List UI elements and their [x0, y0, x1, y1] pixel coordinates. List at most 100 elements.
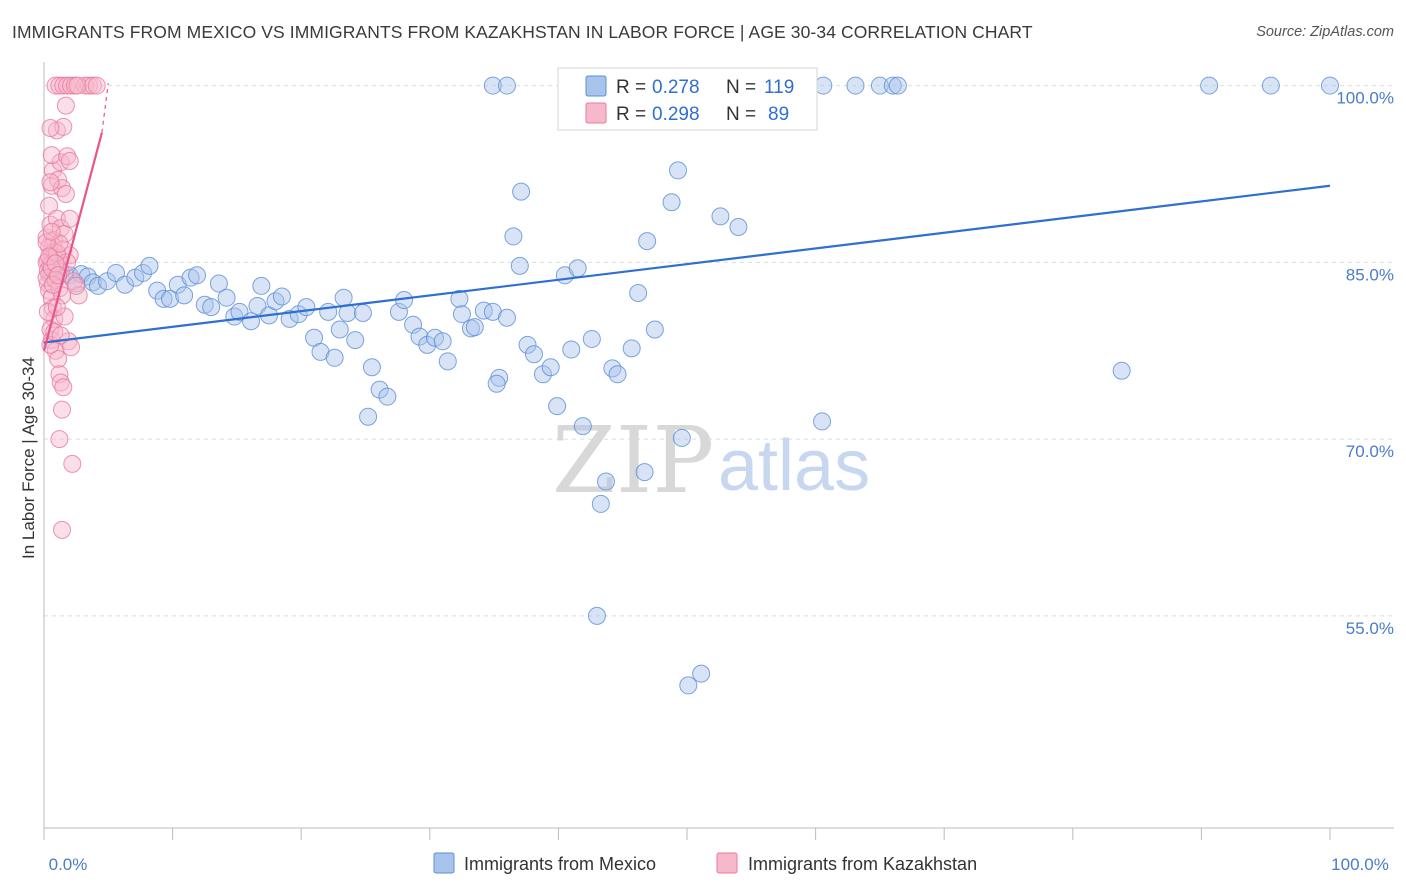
mexico-point [297, 298, 316, 317]
mexico-point [433, 332, 452, 351]
series-mexico-points [41, 76, 1339, 695]
mexico-point [582, 329, 601, 348]
kazakhstan-point [42, 146, 61, 165]
mexico-point [359, 407, 378, 426]
mexico-point [679, 676, 698, 695]
legend-bottom-label-mexico: Immigrants from Mexico [464, 854, 656, 874]
kazakhstan-point [58, 147, 77, 166]
legend-bottom-swatch-mexico [433, 852, 455, 874]
mexico-point [89, 276, 108, 295]
kazakhstan-point [42, 222, 61, 241]
mexico-point [668, 161, 687, 180]
legend-r-label: R = [616, 104, 646, 125]
legend-r-value: 0.278 [652, 77, 700, 98]
mexico-point [504, 227, 523, 246]
mexico-point [692, 664, 711, 683]
mexico-point [175, 286, 194, 305]
mexico-point [325, 348, 344, 367]
y-tick-label: 85.0% [1346, 265, 1394, 284]
mexico-point [188, 266, 207, 285]
kazakhstan-point [49, 349, 68, 368]
mexico-point [1261, 76, 1280, 95]
kazakhstan-point [58, 76, 77, 95]
kazakhstan-point [56, 96, 75, 115]
mexico-point [280, 309, 299, 328]
watermark: ZIP atlas [552, 407, 870, 514]
legend-n-value: 89 [768, 104, 789, 125]
mexico-point [252, 276, 271, 295]
kazakhstan-point [53, 400, 72, 419]
mexico-trend-line [43, 184, 1331, 344]
mexico-point [209, 274, 228, 293]
watermark-atlas: atlas [718, 426, 870, 506]
mexico-point [608, 365, 627, 384]
tick-labels: 55.0% 70.0% 85.0% 100.0% 0.0% 100.0% [49, 89, 1394, 874]
legend-r-label: R = [616, 77, 646, 98]
kazakhstan-point [56, 184, 75, 203]
mexico-point [573, 417, 592, 436]
mexico-point [629, 283, 648, 302]
mexico-point [497, 308, 516, 327]
kazakhstan-point [55, 307, 74, 326]
mexico-point [334, 288, 353, 307]
kazakhstan-point [54, 378, 73, 397]
kazakhstan-point [50, 430, 69, 449]
mexico-point [512, 182, 531, 201]
mexico-point [533, 365, 552, 384]
mexico-point [1112, 361, 1131, 380]
mexico-point [140, 256, 159, 275]
mexico-point [370, 380, 389, 399]
kazakhstan-point [68, 76, 87, 95]
mexico-point [134, 263, 153, 282]
mexico-point [465, 318, 484, 337]
kazakhstan-point [54, 117, 73, 136]
kazakhstan-point [40, 247, 59, 266]
kazakhstan-point [37, 233, 56, 252]
kazakhstan-point [87, 76, 106, 95]
mexico-point [562, 340, 581, 359]
mexico-point [603, 359, 622, 378]
mexico-point [548, 397, 567, 416]
kazakhstan-point [41, 173, 60, 192]
mexico-point [622, 339, 641, 358]
mexico-point [662, 193, 681, 212]
mexico-point [450, 289, 469, 308]
watermark-zip: ZIP [552, 407, 714, 514]
mexico-point [541, 358, 560, 377]
series-kazakhstan-points [37, 76, 106, 539]
mexico-point [242, 312, 261, 331]
mexico-point [587, 606, 606, 625]
mexico-point [635, 463, 654, 482]
mexico-point [638, 232, 657, 251]
mexico-point [404, 315, 423, 334]
mexico-point [870, 76, 889, 95]
mexico-point [487, 374, 506, 393]
mexico-point [319, 302, 338, 321]
legend-swatch-mexico [585, 75, 607, 97]
y-tick-label: 55.0% [1346, 619, 1394, 638]
legend-bottom-swatch-kazakhstan [716, 852, 738, 874]
mexico-point [524, 345, 543, 364]
legend-n-value: 119 [764, 77, 794, 98]
mexico-point [711, 207, 730, 226]
mexico-point [888, 76, 907, 95]
kazakhstan-point [62, 76, 81, 95]
mexico-point [389, 302, 408, 321]
mexico-point [596, 472, 615, 491]
mexico-point [438, 352, 457, 371]
mexico-point [1200, 76, 1219, 95]
mexico-point [378, 387, 397, 406]
legend-bottom-label-kazakhstan: Immigrants from Kazakhstan [748, 854, 977, 874]
legend-top: R = 0.278 N = 119 R = 0.298 N = 89 [557, 67, 818, 131]
mexico-point [452, 305, 471, 324]
kazakhstan-point [51, 373, 70, 392]
mexico-point [510, 256, 529, 275]
mexico-point [346, 331, 365, 350]
legend-n-label: N = [726, 77, 756, 98]
trend-lines [42, 83, 1331, 352]
mexico-point [362, 358, 381, 377]
kazakhstan-point [60, 209, 79, 228]
kazakhstan-point [46, 271, 65, 290]
chart-source: Source: ZipAtlas.com [1256, 24, 1394, 40]
